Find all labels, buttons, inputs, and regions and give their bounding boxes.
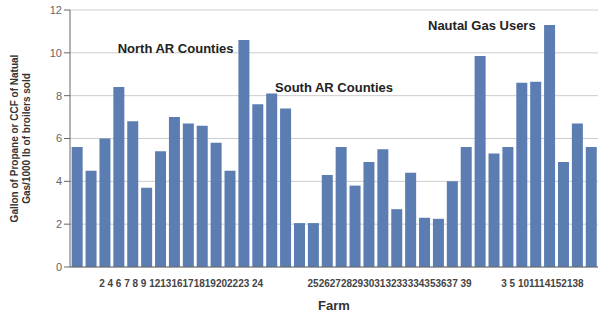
- svg-text:8: 8: [56, 90, 62, 102]
- svg-text:252627282930313233334353637 39: 252627282930313233334353637 39: [308, 278, 473, 289]
- svg-text:4: 4: [56, 175, 62, 187]
- svg-text:Farm: Farm: [318, 298, 350, 313]
- svg-text:12: 12: [50, 4, 62, 16]
- svg-text:6: 6: [56, 132, 62, 144]
- svg-text:2 4 6 7 8 9 121316171819202223: 2 4 6 7 8 9 121316171819202223 24: [99, 278, 263, 289]
- svg-text:Gallon of Propane or CCF of Na: Gallon of Propane or CCF of NatualGas/10…: [9, 54, 32, 222]
- svg-text:3 5 101114152138: 3 5 101114152138: [501, 278, 584, 289]
- html-text:South AR Counties: South AR Counties: [275, 79, 393, 95]
- svg-text:0: 0: [56, 261, 62, 273]
- html-text:North AR Counties: North AR Counties: [117, 41, 234, 57]
- html-text:Nautal Gas Users: Nautal Gas Users: [428, 18, 536, 34]
- svg-text:2: 2: [56, 218, 62, 230]
- svg-text:10: 10: [50, 47, 62, 59]
